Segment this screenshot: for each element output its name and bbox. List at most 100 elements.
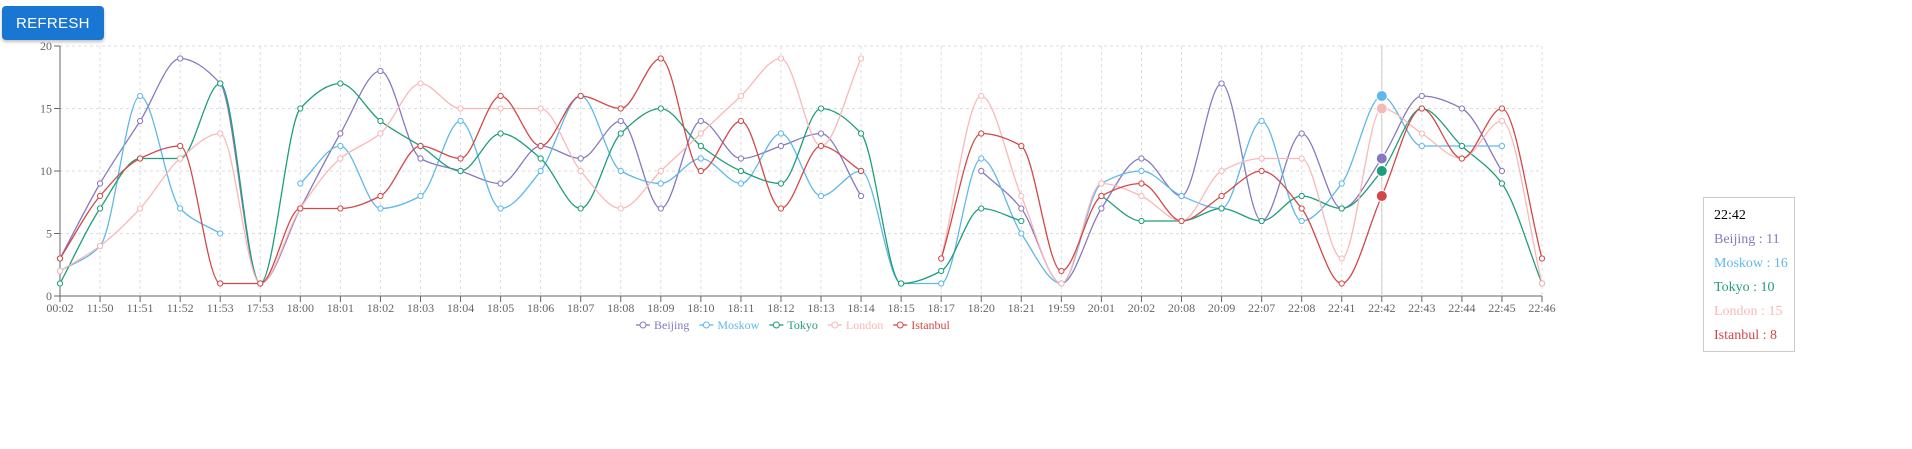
- data-point-istanbul: [497, 92, 504, 100]
- legend-item-moskow[interactable]: Moskow: [699, 318, 760, 332]
- tooltip-row: Istanbul : 8: [1714, 328, 1777, 343]
- data-point-london: [1538, 280, 1546, 287]
- data-point-moskow: [537, 167, 544, 175]
- data-point-tokyo: [737, 167, 745, 175]
- series-line-istanbul: [59, 57, 862, 285]
- data-point-tokyo: [1138, 217, 1145, 225]
- data-point-moskow: [657, 180, 664, 187]
- data-point-istanbul: [978, 130, 985, 137]
- x-tick-label: 11:52: [167, 301, 194, 315]
- x-tick-label: 20:01: [1088, 301, 1115, 315]
- data-point-moskow: [817, 192, 825, 200]
- data-point-london: [1098, 180, 1105, 187]
- data-point-istanbul: [1058, 267, 1065, 275]
- data-point-moskow: [337, 142, 344, 150]
- data-point-moskow: [377, 205, 384, 212]
- data-point-beijing: [96, 180, 104, 187]
- data-point-istanbul: [177, 142, 184, 150]
- data-point-beijing: [737, 155, 745, 162]
- data-point-london: [457, 105, 464, 112]
- data-point-london: [1258, 155, 1265, 162]
- data-point-beijing: [577, 155, 584, 162]
- data-point-moskow: [1298, 217, 1305, 225]
- data-point-istanbul: [417, 142, 424, 150]
- x-tick-label: 20:02: [1128, 301, 1155, 315]
- data-point-moskow: [177, 205, 184, 212]
- active-point-istanbul: [1375, 190, 1388, 202]
- x-tick-label: 18:06: [527, 301, 554, 315]
- legend-label: Tokyo: [787, 318, 818, 332]
- data-point-moskow: [938, 280, 945, 287]
- data-point-istanbul: [938, 255, 945, 262]
- x-tick-label: 00:02: [46, 301, 73, 315]
- x-tick-label: 18:04: [447, 301, 474, 315]
- data-point-london: [337, 155, 344, 162]
- x-tick-label: 22:43: [1408, 301, 1435, 315]
- data-point-tokyo: [1298, 192, 1305, 200]
- x-tick-label: 18:07: [567, 301, 594, 315]
- x-tick-label: 22:41: [1328, 301, 1355, 315]
- series-line-london: [940, 95, 1543, 285]
- axes: 0 5 10 15 20 00:02 11:50 11:51 11:52 11:53 17:53 18…: [40, 39, 1556, 315]
- legend-label: Beijing: [654, 318, 689, 332]
- data-point-tokyo: [697, 142, 704, 150]
- legend-swatch-point: [831, 321, 839, 329]
- data-point-tokyo: [978, 205, 985, 212]
- active-point-tokyo: [1375, 165, 1388, 177]
- data-point-beijing: [1218, 80, 1225, 87]
- y-tick-label: 10: [40, 164, 52, 178]
- legend-item-london[interactable]: London: [827, 318, 883, 332]
- data-point-beijing: [377, 67, 384, 75]
- legend-item-tokyo[interactable]: Tokyo: [769, 318, 818, 332]
- data-point-tokyo: [777, 180, 785, 187]
- data-point-beijing: [337, 130, 344, 137]
- legend-item-istanbul[interactable]: Istanbul: [893, 318, 951, 332]
- data-point-moskow: [457, 117, 464, 125]
- x-tick-label: 18:14: [847, 301, 874, 315]
- x-tick-label: 18:05: [487, 301, 514, 315]
- data-point-istanbul: [817, 142, 825, 150]
- data-point-london: [577, 167, 584, 175]
- data-point-istanbul: [1338, 280, 1345, 287]
- data-point-london: [978, 92, 985, 100]
- data-point-tokyo: [898, 280, 905, 287]
- data-point-beijing: [1458, 105, 1465, 112]
- legend-item-beijing[interactable]: Beijing: [636, 318, 689, 332]
- data-point-beijing: [857, 192, 865, 200]
- x-tick-label: 18:12: [767, 301, 794, 315]
- data-point-london: [497, 105, 504, 112]
- data-point-istanbul: [217, 280, 224, 287]
- data-point-istanbul: [1218, 192, 1225, 200]
- data-point-london: [1138, 192, 1145, 200]
- data-point-london: [177, 155, 184, 162]
- data-point-tokyo: [297, 105, 304, 112]
- data-point-moskow: [697, 155, 704, 162]
- data-point-moskow: [617, 167, 624, 175]
- x-tick-label: 11:51: [127, 301, 154, 315]
- data-point-tokyo: [857, 130, 865, 137]
- data-point-moskow: [137, 92, 144, 100]
- y-tick-label: 5: [46, 227, 52, 241]
- data-point-beijing: [1418, 92, 1425, 100]
- data-point-tokyo: [1338, 205, 1345, 212]
- series-line-beijing: [59, 57, 862, 285]
- legend-swatch-point: [772, 321, 780, 329]
- y-tick-label: 20: [40, 39, 52, 53]
- data-point-istanbul: [1098, 192, 1105, 200]
- tooltip: 22:42 Beijing : 11 Moskow : 16 Tokyo : 10 L…: [1703, 197, 1795, 352]
- active-point-beijing: [1375, 152, 1388, 165]
- data-point-beijing: [177, 55, 184, 62]
- refresh-button[interactable]: REFRESH: [2, 6, 104, 40]
- data-point-london: [1418, 130, 1425, 137]
- data-point-london: [1338, 255, 1345, 262]
- x-tick-label: 22:07: [1248, 301, 1275, 315]
- x-tick-label: 18:03: [407, 301, 434, 315]
- data-point-moskow: [978, 155, 985, 162]
- data-point-istanbul: [337, 205, 344, 212]
- tooltip-title: 22:42: [1714, 208, 1746, 223]
- legend[interactable]: Beijing Moskow Tokyo London Istanbul: [636, 318, 951, 332]
- data-point-tokyo: [56, 280, 64, 287]
- data-point-tokyo: [217, 80, 224, 87]
- data-point-london: [777, 55, 785, 62]
